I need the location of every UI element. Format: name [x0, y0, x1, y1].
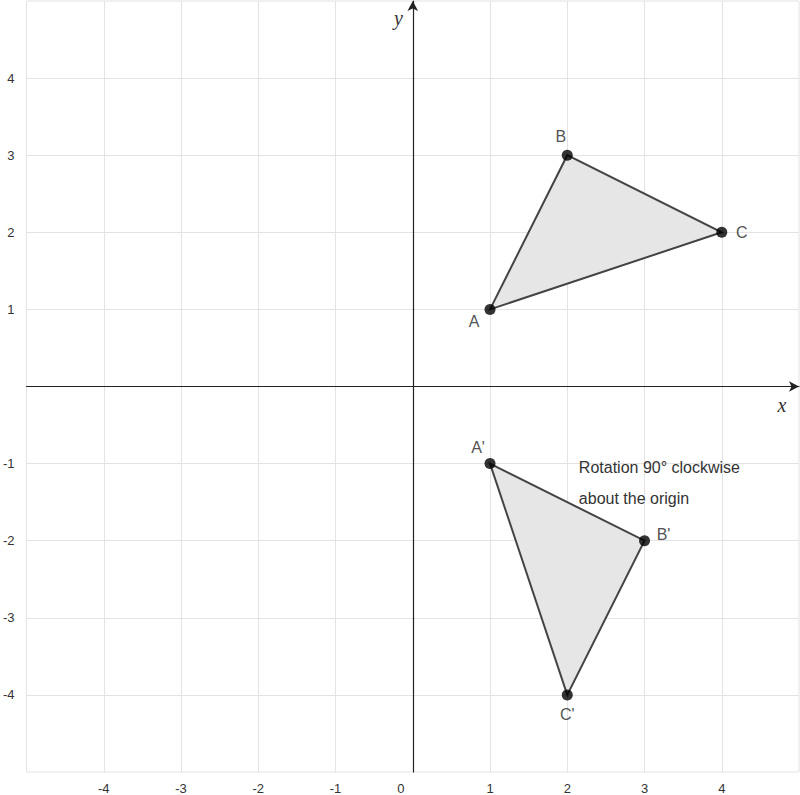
svg-text:C': C': [560, 706, 575, 723]
svg-text:A': A': [471, 439, 485, 456]
svg-text:C: C: [736, 224, 748, 241]
svg-text:-3: -3: [3, 610, 15, 625]
svg-text:A: A: [469, 313, 480, 330]
svg-text:B': B': [657, 526, 671, 543]
svg-text:x: x: [777, 394, 787, 416]
svg-text:2: 2: [564, 781, 571, 795]
svg-text:2: 2: [7, 225, 14, 240]
svg-text:3: 3: [7, 148, 14, 163]
svg-text:about the origin: about the origin: [579, 490, 689, 507]
svg-text:-2: -2: [3, 533, 15, 548]
svg-text:1: 1: [7, 302, 14, 317]
svg-text:0: 0: [397, 781, 404, 795]
svg-text:1: 1: [486, 781, 493, 795]
svg-text:-4: -4: [98, 781, 110, 795]
svg-text:-1: -1: [330, 781, 342, 795]
svg-text:-4: -4: [3, 687, 15, 702]
svg-text:3: 3: [641, 781, 648, 795]
svg-text:4: 4: [7, 71, 14, 86]
svg-text:Rotation 90° clockwise: Rotation 90° clockwise: [579, 459, 740, 476]
svg-text:-1: -1: [3, 456, 15, 471]
svg-text:-2: -2: [253, 781, 265, 795]
svg-text:y: y: [392, 7, 403, 30]
svg-text:-3: -3: [175, 781, 187, 795]
svg-text:4: 4: [718, 781, 725, 795]
svg-text:B: B: [556, 128, 567, 145]
